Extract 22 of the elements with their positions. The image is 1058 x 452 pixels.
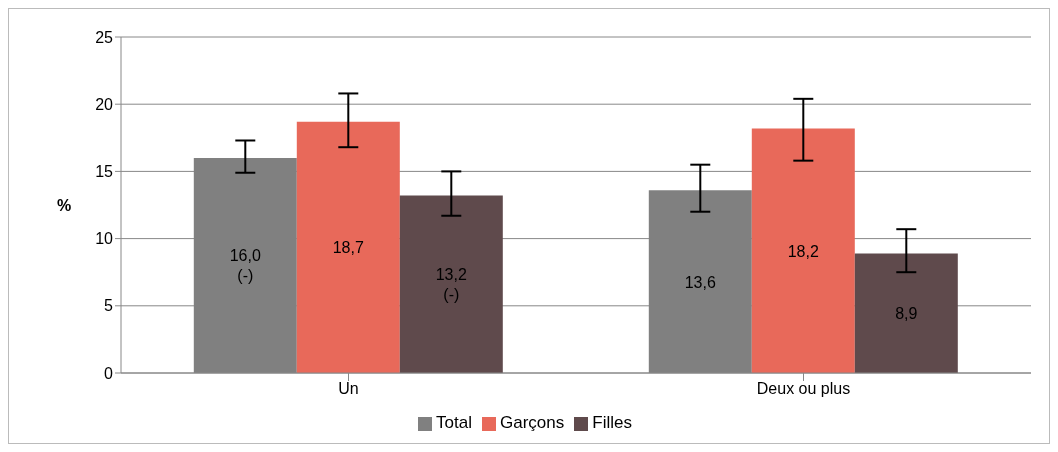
data-label: 18,2 (787, 242, 819, 260)
y-tick-label: 20 (95, 95, 114, 113)
legend-label: Filles (592, 413, 632, 432)
x-tick-label: Un (338, 380, 359, 398)
bar (854, 253, 958, 373)
legend-label: Garçons (500, 413, 565, 432)
y-tick-label: 5 (104, 297, 114, 315)
bar (399, 195, 503, 373)
x-tick-label: Deux ou plus (756, 380, 851, 398)
bar (296, 121, 400, 373)
data-label: 16,0 (-) (229, 246, 261, 284)
data-label: 13,2 (-) (435, 265, 467, 303)
data-label: 13,6 (684, 273, 716, 291)
legend-label: Total (436, 413, 472, 432)
data-label: 18,7 (332, 238, 364, 256)
bar (751, 128, 855, 373)
y-tick-label: 0 (104, 364, 114, 382)
y-tick-label: 25 (95, 28, 114, 46)
data-label: 8,9 (895, 304, 918, 322)
y-tick-label: 10 (95, 230, 114, 248)
y-tick-label: 15 (95, 163, 114, 181)
y-axis-title: % (57, 196, 72, 214)
